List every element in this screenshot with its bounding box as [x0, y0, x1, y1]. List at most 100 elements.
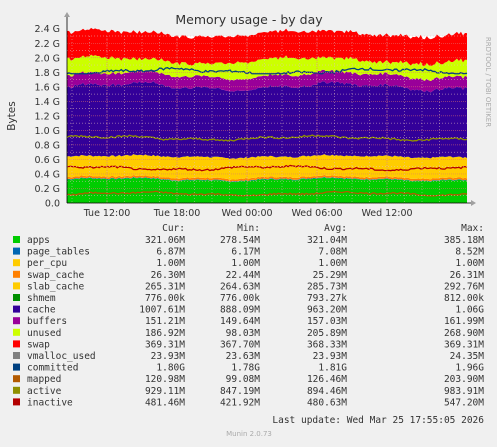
legend-swatch — [13, 352, 20, 359]
y-tick-label: 1.6 G — [35, 82, 61, 93]
legend-value-avg: 1.00M — [318, 258, 347, 269]
legend-value-max: 292.76M — [444, 281, 484, 292]
legend-value-max: 385.18M — [444, 235, 484, 246]
plot-area: 0.0 0.2 G 0.4 G 0.6 G 0.8 G 1.0 G 1.2 G 1.4 G 1.… — [35, 12, 476, 219]
legend-value-avg: 205.89M — [307, 328, 347, 339]
legend-value-max: 161.99M — [444, 316, 484, 327]
y-tick-label: 0.8 G — [35, 140, 61, 151]
legend-value-cur: 776.00k — [145, 293, 185, 304]
y-tick-label: 2.2 G — [35, 39, 61, 50]
legend-value-min: 264.63M — [220, 281, 260, 292]
legend-value-cur: 1.80G — [156, 363, 185, 374]
legend-header: Avg: — [324, 223, 347, 234]
y-tick-label: 2.4 G — [35, 24, 61, 35]
legend-value-min: 22.44M — [226, 270, 261, 281]
legend-swatch — [13, 317, 20, 325]
legend-label: vmalloc_used — [27, 351, 96, 362]
legend-swatch — [13, 340, 20, 348]
last-update: Last update: Wed Mar 25 17:55:05 2026 — [272, 415, 484, 426]
legend-swatch — [13, 386, 20, 394]
legend-value-cur: 23.93M — [151, 351, 186, 362]
legend-value-cur: 1007.61M — [139, 305, 185, 316]
legend-value-min: 367.70M — [220, 339, 260, 350]
legend-label: unused — [27, 328, 61, 339]
y-axis-label: Bytes — [6, 101, 18, 130]
legend-value-avg: 1.81G — [318, 363, 347, 374]
legend-value-cur: 321.06M — [145, 235, 185, 246]
legend-swatch — [13, 398, 20, 406]
legend-swatch — [13, 294, 20, 301]
legend-value-cur: 186.92M — [145, 328, 185, 339]
y-tick-label: 1.2 G — [35, 111, 61, 122]
legend-swatch — [13, 259, 20, 267]
y-tick-label: 0.6 G — [35, 155, 61, 166]
x-tick-label: Tue 18:00 — [153, 208, 201, 219]
legend-label: apps — [27, 235, 50, 246]
x-tick-label: Tue 12:00 — [83, 208, 131, 219]
legend-label: mapped — [27, 374, 61, 385]
legend-swatch — [13, 305, 20, 313]
legend-value-min: 1.78G — [231, 363, 260, 374]
x-tick-label: Wed 12:00 — [361, 208, 412, 219]
legend-value-avg: 321.04M — [307, 235, 347, 246]
legend: Cur: Min: Avg: Max: apps 321.06M 278.54M 321.04… — [13, 223, 484, 408]
legend-value-max: 812.00k — [444, 293, 484, 304]
y-tick-label: 0.4 G — [35, 169, 61, 180]
legend-value-min: 847.19M — [220, 386, 260, 397]
line-committed — [66, 66, 468, 75]
legend-value-min: 278.54M — [220, 235, 260, 246]
legend-value-max: 1.00M — [455, 258, 484, 269]
legend-value-max: 24.35M — [450, 351, 485, 362]
legend-value-avg: 157.03M — [307, 316, 347, 327]
legend-value-avg: 23.93M — [313, 351, 348, 362]
legend-value-min: 98.03M — [226, 328, 261, 339]
legend-label: swap — [27, 339, 50, 350]
line-active — [66, 134, 468, 142]
legend-value-cur: 6.87M — [156, 247, 185, 258]
area-cache — [67, 81, 467, 159]
legend-value-max: 1.06G — [455, 305, 484, 316]
area-apps — [67, 177, 467, 203]
legend-value-avg: 7.08M — [318, 247, 347, 258]
legend-value-min: 149.64M — [220, 316, 260, 327]
x-tick-label: Wed 06:00 — [291, 208, 342, 219]
legend-value-max: 547.20M — [444, 397, 484, 408]
legend-swatch — [13, 270, 20, 278]
area-swap — [67, 27, 467, 67]
legend-value-max: 8.52M — [455, 247, 484, 258]
legend-value-max: 369.31M — [444, 339, 484, 350]
legend-swatch — [13, 247, 20, 255]
legend-value-max: 983.91M — [444, 386, 484, 397]
legend-value-cur: 26.30M — [151, 270, 186, 281]
legend-label: swap_cache — [27, 270, 84, 281]
legend-label: inactive — [27, 397, 73, 408]
area-swap_cache — [67, 174, 467, 182]
legend-swatch — [13, 282, 20, 290]
legend-value-cur: 481.46M — [145, 397, 185, 408]
legend-label: committed — [27, 363, 78, 374]
munin-version: Munin 2.0.73 — [226, 430, 272, 438]
legend-value-cur: 265.31M — [145, 281, 185, 292]
area-buffers — [67, 69, 467, 93]
line-inactive — [66, 164, 468, 172]
area-unused — [67, 54, 467, 81]
y-tick-label: 0.2 G — [35, 184, 61, 195]
legend-label: cache — [27, 305, 56, 316]
y-tick-label: 1.4 G — [35, 97, 61, 108]
legend-value-min: 1.00M — [231, 258, 260, 269]
y-tick-label: 1.8 G — [35, 68, 61, 79]
legend-value-min: 23.63M — [226, 351, 261, 362]
legend-swatch — [13, 363, 20, 371]
legend-value-max: 203.90M — [444, 374, 484, 385]
legend-header: Max: — [461, 223, 484, 234]
legend-label: buffers — [27, 316, 67, 327]
legend-value-min: 888.09M — [220, 305, 260, 316]
legend-value-min: 776.00k — [220, 293, 260, 304]
legend-value-avg: 285.73M — [307, 281, 347, 292]
legend-value-min: 6.17M — [231, 247, 260, 258]
area-page_tables — [67, 176, 467, 183]
x-tick-label: Wed 00:00 — [221, 208, 272, 219]
legend-swatch — [13, 236, 20, 243]
legend-swatch — [13, 328, 20, 336]
